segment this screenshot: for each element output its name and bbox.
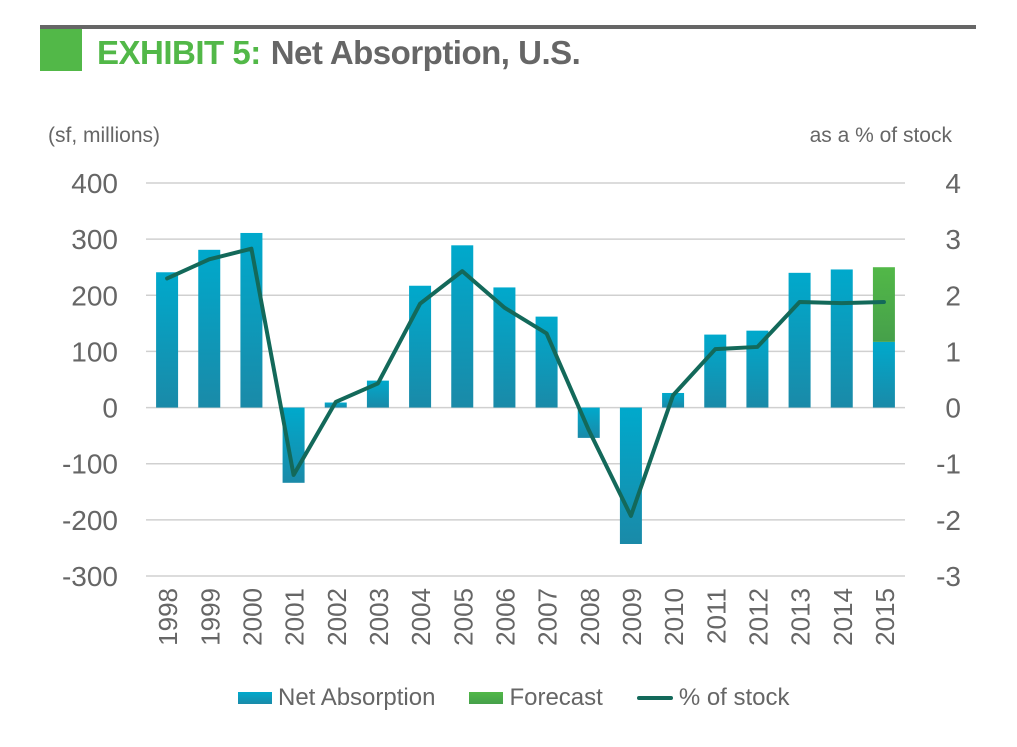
y-tick-label-left: -300 [62,561,118,592]
y-axis-left-label: (sf, millions) [48,124,161,147]
y-tick-label-left: 0 [102,393,118,424]
x-tick-label: 2001 [280,588,310,646]
x-tick-label: 2005 [448,588,478,646]
x-tick-label: 2000 [237,588,267,646]
line-pct-of-stock [165,246,886,518]
bar-net-absorption [746,330,769,408]
bar-net-absorption [788,272,811,408]
x-tick-label: 2012 [743,588,773,646]
legend-item-net-absorption: Net Absorption [238,684,435,712]
y-tick-label-right: 2 [945,280,961,311]
bar-net-absorption [451,245,474,408]
x-tick-label: 2010 [659,588,689,646]
legend-label: Net Absorption [278,684,436,711]
legend-swatch-net-absorption [238,692,272,704]
x-tick-label: 2002 [322,588,352,646]
y-tick-label-right: 0 [945,393,961,424]
y-tick-label-left: -200 [62,505,118,536]
y-tick-label-left: 400 [71,168,118,199]
x-tick-label: 2006 [490,588,520,646]
y-tick-label-left: -100 [62,449,118,480]
x-tick-label: 2003 [364,588,394,646]
page-title: EXHIBIT 5: Net Absorption, U.S. [97,34,581,72]
y-tick-label-right: -1 [936,449,961,480]
y-tick-label-right: 3 [945,224,961,255]
y-axis-right-label: as a % of stock [809,124,952,147]
bar-forecast [872,267,895,342]
legend: Net Absorption Forecast % of stock [238,684,824,712]
bar-net-absorption [704,334,727,408]
legend-item-forecast: Forecast [469,684,603,712]
x-tick-label: 2007 [533,588,563,646]
bar-net-absorption [619,407,642,544]
x-tick-label: 2009 [617,588,647,646]
title-accent-square [40,29,82,71]
x-tick-label: 2008 [575,588,605,646]
y-tick-label-right: 1 [945,336,961,367]
x-tick-label: 2013 [786,588,816,646]
legend-label: % of stock [678,684,790,711]
y-tick-label-left: 200 [71,280,118,311]
bar-net-absorption [493,287,516,408]
x-tick-label: 2004 [406,588,436,646]
x-tick-label: 2011 [701,588,731,644]
x-tick-label: 2015 [870,588,900,646]
bar-net-absorption [156,272,179,408]
bar-net-absorption [830,269,853,408]
x-tick-label: 1998 [153,588,183,646]
legend-swatch-pct-of-stock [636,696,673,700]
legend-item-pct-of-stock: % of stock [636,684,790,712]
y-tick-label-left: 100 [71,336,118,367]
chart-title: Net Absorption, U.S. [270,34,581,71]
header-rule [40,25,976,29]
y-tick-label-right: 4 [945,168,961,199]
y-tick-label-right: -2 [936,505,961,536]
y-tick-label-right: -3 [936,561,961,592]
x-tick-label: 1999 [195,588,225,646]
bar-net-absorption [535,316,558,408]
legend-swatch-forecast [469,692,504,704]
exhibit-label: EXHIBIT 5: [97,34,261,71]
bar-net-absorption [872,341,895,408]
y-tick-label-left: 300 [71,224,118,255]
bar-net-absorption [198,249,221,408]
x-tick-label: 2014 [828,588,858,646]
legend-label: Forecast [509,684,603,711]
